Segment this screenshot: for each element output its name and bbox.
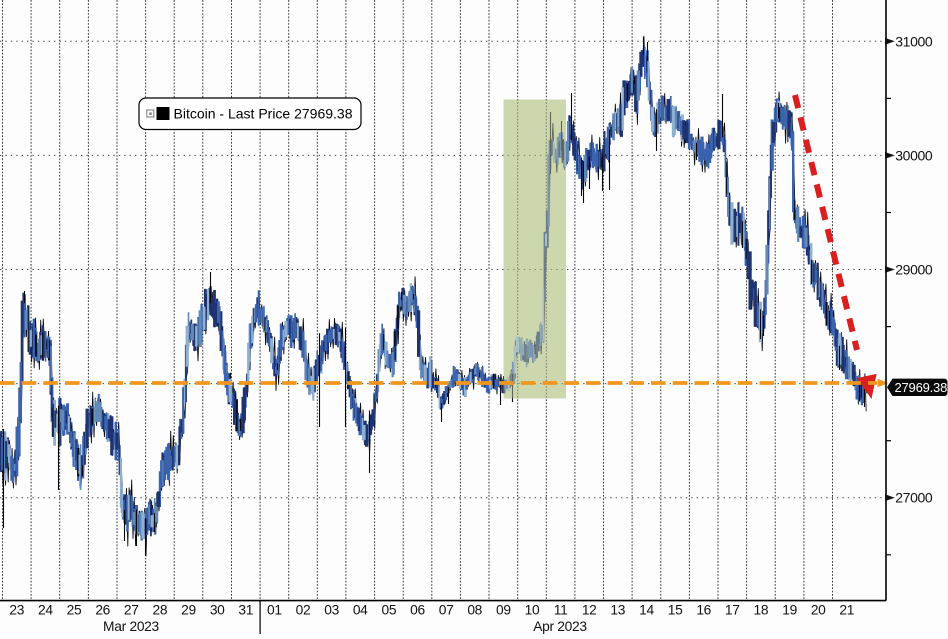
svg-text:20: 20	[811, 603, 826, 618]
svg-text:27000: 27000	[895, 490, 933, 506]
svg-text:15: 15	[668, 603, 683, 618]
svg-text:06: 06	[410, 603, 425, 618]
svg-text:01: 01	[267, 603, 282, 618]
svg-text:31: 31	[238, 603, 253, 618]
svg-text:10: 10	[525, 603, 540, 618]
svg-text:17: 17	[725, 603, 740, 618]
svg-text:11: 11	[554, 603, 568, 618]
svg-text:02: 02	[296, 603, 311, 618]
svg-text:27969.38: 27969.38	[895, 380, 948, 395]
svg-text:Apr 2023: Apr 2023	[533, 619, 587, 634]
svg-text:27: 27	[124, 603, 139, 618]
svg-text:21: 21	[839, 603, 854, 618]
svg-text:26: 26	[95, 603, 110, 618]
svg-text:08: 08	[467, 603, 482, 618]
svg-text:16: 16	[696, 603, 711, 618]
svg-text:07: 07	[439, 603, 454, 618]
svg-text:30: 30	[210, 603, 225, 618]
svg-text:05: 05	[382, 603, 397, 618]
svg-text:28: 28	[153, 603, 168, 618]
svg-text:29000: 29000	[895, 262, 933, 278]
svg-text:04: 04	[353, 603, 368, 618]
svg-text:Mar 2023: Mar 2023	[103, 619, 160, 634]
svg-text:14: 14	[639, 603, 654, 618]
svg-text:12: 12	[582, 603, 597, 618]
svg-text:Bitcoin - Last Price 27969.38: Bitcoin - Last Price 27969.38	[174, 106, 353, 122]
svg-text:30000: 30000	[895, 147, 933, 163]
svg-text:23: 23	[9, 603, 24, 618]
svg-text:13: 13	[610, 603, 625, 618]
svg-text:09: 09	[496, 603, 511, 618]
svg-text:24: 24	[38, 603, 53, 618]
svg-text:31000: 31000	[895, 33, 933, 49]
svg-text:03: 03	[324, 603, 339, 618]
svg-text:29: 29	[181, 603, 196, 618]
svg-text:18: 18	[754, 603, 769, 618]
svg-text:19: 19	[782, 603, 797, 618]
svg-text:25: 25	[67, 603, 82, 618]
